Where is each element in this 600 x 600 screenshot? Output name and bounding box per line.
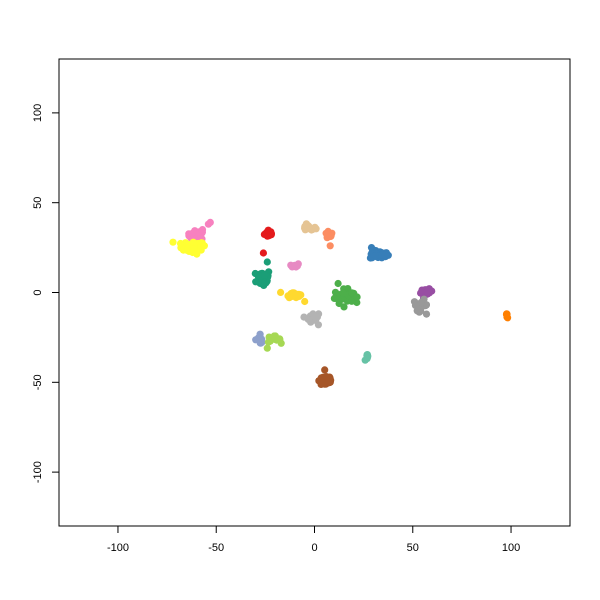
data-point bbox=[176, 239, 185, 248]
data-point bbox=[292, 290, 300, 298]
y-axis: -100 -50 0 50 100 bbox=[32, 104, 60, 483]
data-point bbox=[339, 289, 347, 297]
data-point bbox=[169, 238, 177, 246]
data-point bbox=[503, 311, 511, 319]
data-point bbox=[327, 232, 335, 241]
series-5 bbox=[366, 244, 392, 262]
data-point bbox=[265, 232, 273, 240]
data-point bbox=[334, 279, 342, 288]
data-point bbox=[259, 249, 267, 257]
data-point bbox=[264, 338, 272, 346]
x-tick-label: -50 bbox=[208, 542, 224, 554]
series-9 bbox=[330, 279, 361, 311]
series-4 bbox=[322, 227, 336, 250]
x-tick-label: -100 bbox=[107, 542, 129, 554]
data-point bbox=[198, 226, 207, 234]
series-14 bbox=[252, 330, 266, 347]
series-0 bbox=[259, 226, 275, 257]
data-point bbox=[256, 330, 264, 338]
x-tick-label: 0 bbox=[311, 542, 317, 554]
data-point bbox=[260, 271, 269, 279]
data-point bbox=[417, 298, 425, 307]
data-point bbox=[312, 225, 320, 233]
series-16 bbox=[361, 351, 372, 364]
series-2 bbox=[169, 238, 208, 258]
data-point bbox=[348, 289, 356, 297]
series-17 bbox=[315, 366, 335, 388]
series-10 bbox=[300, 310, 323, 329]
y-tick-label: -100 bbox=[32, 461, 44, 483]
data-point bbox=[326, 242, 334, 250]
data-point bbox=[304, 223, 312, 231]
x-axis: -100 -50 0 50 100 bbox=[107, 525, 520, 554]
data-point bbox=[290, 262, 299, 270]
points-layer bbox=[169, 218, 512, 388]
series-11 bbox=[417, 285, 436, 302]
data-point bbox=[326, 378, 334, 387]
y-tick-label: -50 bbox=[32, 374, 44, 390]
series-12 bbox=[410, 295, 431, 318]
data-point bbox=[277, 288, 285, 296]
data-point bbox=[206, 218, 214, 226]
series-3 bbox=[301, 220, 320, 234]
data-point bbox=[322, 373, 330, 381]
data-point bbox=[252, 278, 260, 286]
data-point bbox=[318, 378, 326, 386]
data-point bbox=[411, 301, 420, 309]
data-point bbox=[353, 293, 361, 301]
data-point bbox=[363, 355, 371, 363]
data-point bbox=[257, 339, 265, 347]
series-7 bbox=[287, 260, 302, 271]
data-point bbox=[413, 307, 421, 315]
data-point bbox=[301, 297, 309, 306]
y-tick-label: 100 bbox=[32, 104, 44, 122]
data-point bbox=[340, 303, 348, 311]
data-point bbox=[263, 258, 271, 266]
x-tick-label: 100 bbox=[502, 542, 520, 554]
data-point bbox=[285, 294, 293, 302]
data-point bbox=[272, 334, 280, 342]
data-point bbox=[330, 294, 338, 302]
data-point bbox=[189, 248, 197, 257]
data-point bbox=[314, 321, 322, 329]
data-point bbox=[300, 313, 308, 321]
plot-frame bbox=[58, 58, 571, 527]
x-tick-label: 50 bbox=[407, 542, 419, 554]
data-point bbox=[348, 297, 356, 305]
data-point bbox=[313, 313, 321, 321]
data-point bbox=[200, 242, 208, 250]
data-point bbox=[263, 344, 271, 352]
data-point bbox=[422, 310, 431, 318]
data-point bbox=[367, 244, 376, 252]
series-6 bbox=[251, 258, 273, 289]
series-15 bbox=[263, 332, 285, 352]
data-point bbox=[381, 251, 389, 259]
data-point bbox=[189, 238, 197, 246]
data-point bbox=[423, 288, 431, 296]
series-8 bbox=[277, 288, 309, 306]
data-point bbox=[188, 229, 196, 237]
y-tick-label: 50 bbox=[32, 197, 44, 209]
data-point bbox=[372, 252, 380, 260]
y-tick-label: 0 bbox=[32, 289, 44, 295]
series-13 bbox=[502, 310, 512, 322]
data-point bbox=[321, 366, 329, 374]
